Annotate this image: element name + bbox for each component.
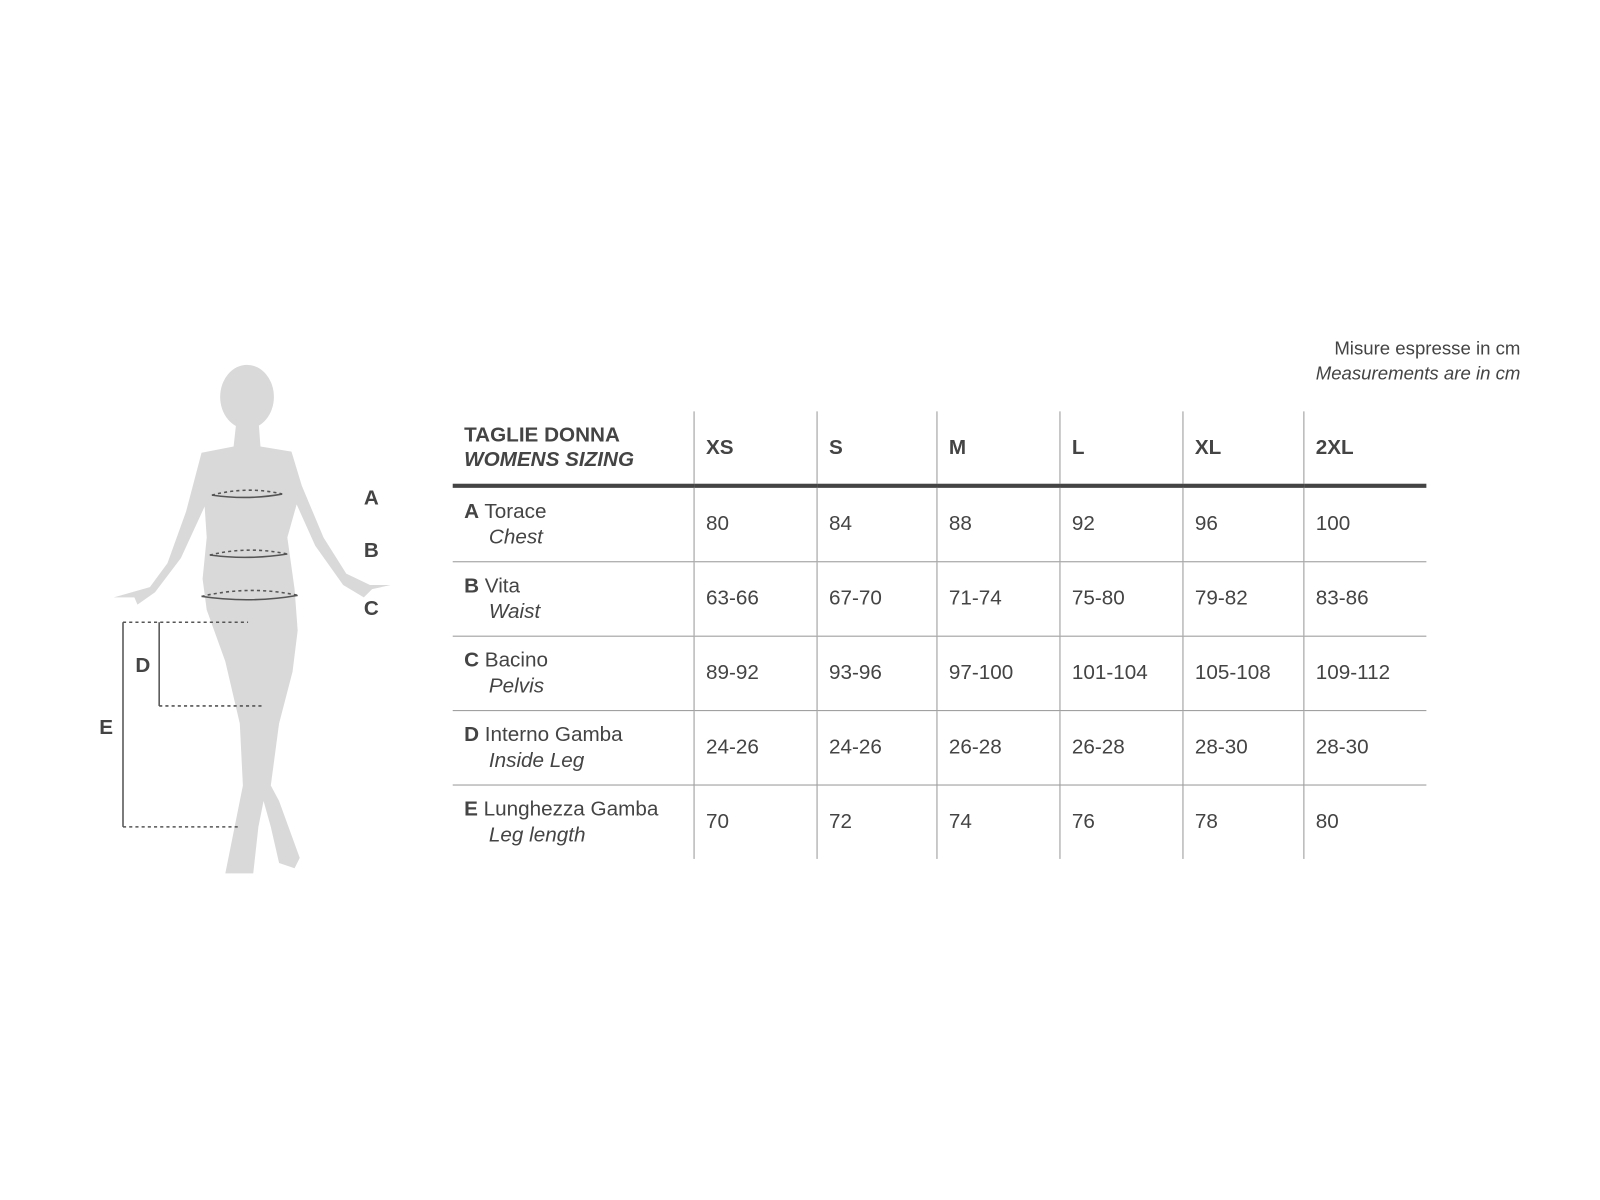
table-cell: 109-112	[1303, 636, 1427, 712]
table-row: B Vita Waist 63-66 67-70 71-74 75-80 79-82 83-8…	[452, 561, 1427, 637]
table-row: C Bacino Pelvis 89-92 93-96 97-100 101-104 105…	[452, 636, 1427, 712]
table-cell: 26-28	[1059, 710, 1183, 786]
measure-lines	[122, 489, 298, 828]
measure-letter: B	[464, 574, 480, 597]
measure-letter: E	[464, 797, 478, 821]
table-row: E Lunghezza Gamba Leg length 70 72 74 76 78 80	[453, 785, 1427, 859]
table-cell: 101-104	[1059, 636, 1183, 712]
measure-label: C Bacino Pelvis	[452, 636, 695, 712]
table-title: TAGLIE DONNA WOMENS SIZING	[452, 411, 695, 488]
table-cell: 100	[1303, 485, 1427, 563]
table-cell: 76	[1059, 785, 1183, 859]
measure-name-it: Torace	[484, 499, 547, 523]
table-cell: 78	[1182, 785, 1304, 859]
measure-letter: A	[464, 499, 480, 523]
table-cell: 84	[816, 485, 937, 563]
table-cell: 71-74	[936, 561, 1060, 637]
measure-name-en: Chest	[488, 525, 543, 549]
measure-label: A Torace Chest	[452, 485, 695, 563]
table-cell: 70	[693, 785, 818, 859]
measure-name-it: Vita	[484, 574, 521, 597]
measure-name-en: Waist	[488, 600, 541, 623]
measure-label: B Vita Waist	[452, 561, 695, 637]
table-cell: 79-82	[1182, 561, 1304, 637]
table-cell: 72	[816, 785, 937, 859]
measure-letter: D	[464, 723, 480, 746]
measure-letter: C	[464, 648, 480, 672]
body-measurement-figure: A B C D E	[99, 364, 391, 874]
table-cell: 75-80	[1059, 561, 1183, 637]
table-cell: 96	[1182, 485, 1304, 563]
table-cell: 26-28	[936, 710, 1060, 786]
table-cell: 88	[936, 485, 1060, 563]
size-xs: XS	[693, 411, 818, 488]
table-cell: 83-86	[1303, 561, 1427, 637]
title-it: TAGLIE DONNA	[464, 423, 620, 447]
table-cell: 24-26	[693, 710, 818, 786]
table-cell: 24-26	[816, 710, 937, 786]
title-en: WOMENS SIZING	[464, 448, 635, 472]
table-cell: 28-30	[1182, 710, 1304, 786]
table-cell: 93-96	[816, 636, 937, 712]
measure-name-en: Leg length	[488, 823, 586, 847]
table-cell: 105-108	[1182, 636, 1304, 712]
silhouette	[113, 364, 391, 874]
table-cell: 97-100	[936, 636, 1060, 712]
table-row: D Interno Gamba Inside Leg 24-26 24-26 26-28…	[452, 710, 1427, 786]
size-m: M	[936, 411, 1060, 488]
table-cell: 74	[936, 785, 1060, 859]
table-cell: 63-66	[693, 561, 818, 637]
size-s: S	[816, 411, 937, 488]
table-cell: 67-70	[816, 561, 937, 637]
table-cell: 89-92	[693, 636, 818, 712]
units-note-it: Misure espresse in cm	[1334, 337, 1521, 359]
label-d: D	[135, 654, 150, 677]
size-xl: XL	[1182, 411, 1304, 488]
table-cell: 80	[693, 485, 818, 563]
units-note-en: Measurements are in cm	[1315, 362, 1521, 384]
label-b: B	[364, 539, 379, 562]
label-c: C	[364, 597, 379, 620]
size-2xl: 2XL	[1303, 411, 1427, 488]
measure-label: E Lunghezza Gamba Leg length	[453, 785, 694, 859]
measure-name-en: Inside Leg	[488, 748, 585, 772]
label-a: A	[364, 486, 379, 509]
header-row: TAGLIE DONNA WOMENS SIZING XS S M L XL 2…	[452, 411, 1427, 488]
size-l: L	[1059, 411, 1183, 488]
measure-label: D Interno Gamba Inside Leg	[452, 710, 695, 786]
table-cell: 92	[1059, 485, 1183, 563]
label-e: E	[99, 716, 113, 739]
table-cell: 80	[1303, 785, 1427, 859]
table-cell: 28-30	[1303, 710, 1427, 786]
measure-name-en: Pelvis	[488, 674, 545, 698]
measure-name-it: Bacino	[484, 648, 548, 672]
sizing-table: TAGLIE DONNA WOMENS SIZING XS S M L XL 2…	[452, 411, 1427, 859]
measure-name-it: Interno Gamba	[484, 723, 623, 746]
measure-name-it: Lunghezza Gamba	[483, 797, 659, 821]
table-row: A Torace Chest 80 84 88 92 96 100	[452, 485, 1427, 563]
